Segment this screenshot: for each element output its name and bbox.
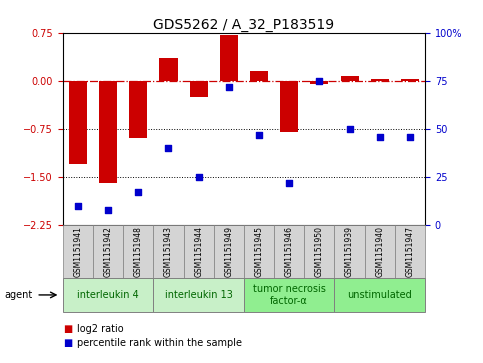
Text: GSM1151949: GSM1151949 bbox=[224, 226, 233, 277]
Text: GSM1151948: GSM1151948 bbox=[134, 226, 143, 277]
Bar bbox=[189, 81, 208, 97]
Text: GSM1151942: GSM1151942 bbox=[103, 226, 113, 277]
Text: interleukin 4: interleukin 4 bbox=[77, 290, 139, 300]
Text: percentile rank within the sample: percentile rank within the sample bbox=[77, 338, 242, 348]
Text: GSM1151947: GSM1151947 bbox=[405, 226, 414, 277]
Text: GSM1151939: GSM1151939 bbox=[345, 226, 354, 277]
Text: log2 ratio: log2 ratio bbox=[77, 323, 124, 334]
Text: ■: ■ bbox=[63, 323, 72, 334]
Point bbox=[165, 145, 172, 151]
Text: unstimulated: unstimulated bbox=[347, 290, 412, 300]
Text: ■: ■ bbox=[63, 338, 72, 348]
Bar bbox=[69, 81, 87, 164]
Bar bbox=[250, 71, 268, 81]
Title: GDS5262 / A_32_P183519: GDS5262 / A_32_P183519 bbox=[154, 18, 334, 32]
Text: GSM1151940: GSM1151940 bbox=[375, 226, 384, 277]
Point bbox=[225, 83, 233, 89]
Bar bbox=[311, 81, 328, 84]
Point bbox=[134, 189, 142, 195]
Bar bbox=[99, 81, 117, 183]
Text: agent: agent bbox=[5, 290, 33, 300]
Point bbox=[195, 174, 202, 180]
Text: GSM1151941: GSM1151941 bbox=[73, 226, 83, 277]
Point bbox=[315, 78, 323, 84]
Point bbox=[104, 207, 112, 213]
Point bbox=[74, 203, 82, 209]
Point bbox=[406, 134, 414, 139]
Text: GSM1151945: GSM1151945 bbox=[255, 226, 264, 277]
Point bbox=[376, 134, 384, 139]
Text: GSM1151943: GSM1151943 bbox=[164, 226, 173, 277]
Bar bbox=[220, 34, 238, 81]
Bar bbox=[129, 81, 147, 139]
Text: GSM1151946: GSM1151946 bbox=[284, 226, 294, 277]
Bar bbox=[341, 76, 358, 81]
Text: tumor necrosis
factor-α: tumor necrosis factor-α bbox=[253, 284, 326, 306]
Point bbox=[255, 132, 263, 138]
Point bbox=[285, 180, 293, 185]
Bar bbox=[159, 58, 178, 81]
Text: interleukin 13: interleukin 13 bbox=[165, 290, 233, 300]
Bar bbox=[401, 79, 419, 81]
Bar bbox=[371, 79, 389, 81]
Text: GSM1151950: GSM1151950 bbox=[315, 226, 324, 277]
Point bbox=[346, 126, 354, 132]
Text: GSM1151944: GSM1151944 bbox=[194, 226, 203, 277]
Bar bbox=[280, 81, 298, 132]
